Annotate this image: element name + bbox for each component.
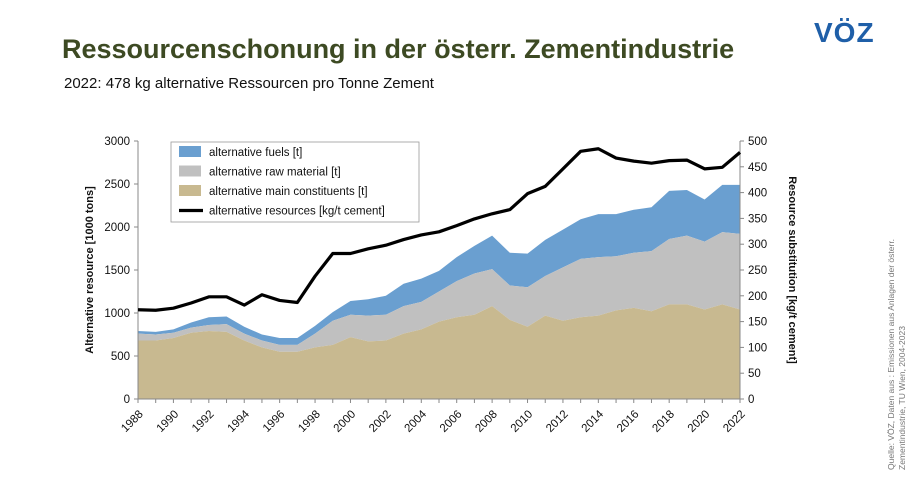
right-tick-label: 250 [748,265,767,277]
x-tick-label: 2008 [473,408,500,435]
right-tick-label: 200 [748,291,767,303]
x-tick-label: 2004 [403,408,430,435]
legend-label-alternative-raw-material: alternative raw material [t] [209,167,341,179]
x-tick-label: 2002 [367,408,394,435]
left-tick-label: 500 [111,351,130,363]
left-axis-ticks: 0 500 1000 1500 2000 2500 3000 [104,136,138,406]
left-tick-label: 3000 [104,136,130,148]
x-axis-ticks: 1988 1990 1992 1994 1996 1998 2000 2002 2004 2006… [119,399,748,435]
x-tick-label: 1990 [155,408,182,435]
legend-swatch-alternative-main-constituents [179,185,201,196]
right-tick-label: 450 [748,162,767,174]
legend-label-alternative-resources: alternative resources [kg/t cement] [209,206,385,218]
area-layers [138,184,740,399]
left-tick-label: 0 [124,394,130,406]
x-tick-label: 2012 [544,408,571,435]
x-tick-label: 2018 [650,408,677,435]
right-tick-label: 400 [748,188,767,200]
right-tick-label: 150 [748,317,767,329]
logo-text: VÖZ [814,17,875,48]
left-tick-label: 2500 [104,179,130,191]
x-tick-label: 2010 [509,408,536,435]
substitution-line-layer [137,147,742,312]
left-tick-label: 2000 [104,222,130,234]
legend-label-alternative-main-constituents: alternative main constituents [t] [209,186,368,198]
left-axis-title: Alternative resource [1000 tons] [84,186,96,354]
right-axis-title: Resource substitution [kg/t cement] [786,176,798,364]
x-tick-label: 2016 [615,408,642,435]
legend-box [170,141,420,223]
right-tick-label: 100 [748,342,767,354]
x-tick-label: 2022 [721,408,748,435]
series-line-alternative-resources [137,147,742,312]
right-tick-label: 50 [748,368,761,380]
page-title: Ressourcenschonung in der österr. Zement… [62,34,735,64]
series-area-alternative-main-constituents [138,304,740,399]
legend-swatch-alternative-raw-material [179,165,201,177]
right-tick-label: 300 [748,239,767,251]
left-tick-label: 1000 [104,308,130,320]
x-tick-label: 2020 [686,408,713,435]
x-tick-label: 1998 [296,408,323,435]
legend-label-alternative-fuels: alternative fuels [t] [209,147,302,159]
series-area-alternative-fuels [138,184,740,345]
x-tick-label: 1996 [261,408,288,435]
right-tick-label: 0 [748,394,754,406]
right-axis-ticks: 0 50 100 150 200 250 300 350 400 450 500 [740,136,767,406]
x-tick-label: 2014 [580,408,607,435]
page-subtitle: 2022: 478 kg alternative Ressourcen pro … [64,75,434,92]
legend: alternative fuels [t] alternative raw mat… [170,141,420,223]
x-tick-label: 2000 [332,408,359,435]
left-tick-label: 1500 [104,265,130,277]
x-tick-label: 1994 [225,408,252,435]
x-tick-label: 2006 [438,408,465,435]
right-tick-label: 500 [748,136,767,148]
legend-swatch-alternative-fuels [179,146,201,157]
voz-logo: VÖZ [814,17,875,48]
x-tick-label: 1988 [119,408,146,435]
x-tick-label: 1992 [190,408,217,435]
right-tick-label: 350 [748,213,767,225]
series-area-alternative-raw-material [138,232,740,352]
